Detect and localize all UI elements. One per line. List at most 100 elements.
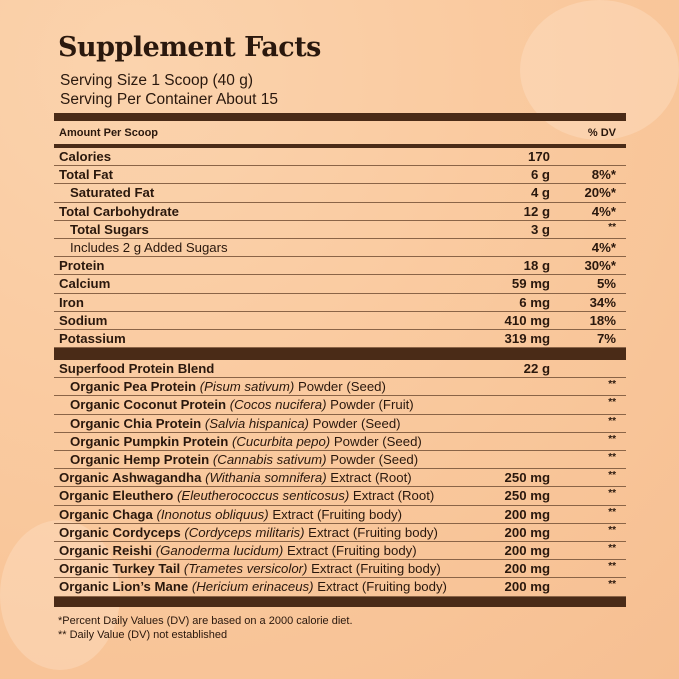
ingredient-form: Extract (Fruiting body) <box>286 543 417 558</box>
ingredient-name: Organic Hemp Protein <box>70 452 210 467</box>
daily-value: ** <box>608 524 616 536</box>
daily-value: ** <box>608 543 616 554</box>
table-row: Includes 2 g Added Sugars 4%* <box>54 239 626 258</box>
latin-name: (Salvia hispanica) <box>204 415 309 431</box>
table-row: Organic Coconut Protein (Cocos nucifera)… <box>54 396 626 415</box>
table-row: Organic Ashwagandha (Withania somnifera)… <box>54 469 626 488</box>
table-row: Total Carbohydrate 12 g 4%* <box>54 203 626 221</box>
ingredient-form: Powder (Seed) <box>333 433 422 449</box>
table-row: Organic Pumpkin Protein (Cucurbita pepo)… <box>54 433 626 451</box>
ingredient-name: Organic Pumpkin Protein <box>70 433 229 449</box>
ingredient-form: Extract (Fruiting body) <box>311 561 441 577</box>
latin-name: (Cannabis sativum) <box>212 452 327 467</box>
row-name: Includes 2 g Added Sugars <box>70 239 228 257</box>
ingredient-name: Organic Lion’s Mane <box>59 579 189 595</box>
latin-name: (Hericium erinaceus) <box>191 579 314 595</box>
table-row: Organic Eleuthero (Eleutherococcus senti… <box>54 487 626 506</box>
daily-value: 4%* <box>591 203 616 219</box>
daily-value: 8%* <box>591 167 616 183</box>
ingredient-form: Powder (Fruit) <box>330 397 414 413</box>
daily-value: ** <box>608 470 616 482</box>
row-name: Total Carbohydrate <box>59 203 179 221</box>
daily-value: 34% <box>589 294 616 310</box>
ingredient-name: Organic Turkey Tail <box>59 561 181 577</box>
latin-name: (Inonotus obliquus) <box>156 506 269 522</box>
amount: 200 mg <box>504 579 550 595</box>
amount: 200 mg <box>504 524 550 540</box>
amount: 3 g <box>530 221 550 237</box>
table-row: Organic Chia Protein (Salvia hispanica) … <box>54 415 626 433</box>
row-name: Organic Cordyceps (Cordyceps militaris) … <box>59 524 438 542</box>
ingredient-name: Calories <box>59 149 112 164</box>
amount: 200 mg <box>504 506 550 522</box>
amount: 250 mg <box>504 470 550 486</box>
amount: 6 mg <box>519 294 550 310</box>
row-name: Sodium <box>59 312 107 330</box>
table-row: Calories 170 <box>54 148 626 167</box>
amount: 22 g <box>523 361 550 376</box>
dv-header: % DV <box>587 127 616 139</box>
amount: 18 g <box>523 258 550 274</box>
daily-value: ** <box>608 415 616 427</box>
table-row: Organic Chaga (Inonotus obliquus) Extrac… <box>54 506 626 524</box>
row-name: Organic Hemp Protein (Cannabis sativum) … <box>70 451 418 469</box>
amount: 410 mg <box>504 312 550 328</box>
ingredient-name: Organic Ashwagandha <box>59 470 202 486</box>
latin-name: (Cucurbita pepo) <box>231 433 331 449</box>
row-name: Organic Coconut Protein (Cocos nucifera)… <box>70 396 414 414</box>
daily-value: ** <box>608 488 616 500</box>
ingredient-name: Organic Pea Protein <box>70 379 197 395</box>
table-row: Organic Turkey Tail (Trametes versicolor… <box>54 560 626 579</box>
table-row: Organic Pea Protein (Pisum sativum) Powd… <box>54 378 626 397</box>
row-name: Total Fat <box>59 166 113 184</box>
ingredient-form: Extract (Fruiting body) <box>308 524 438 540</box>
table-row: Sodium 410 mg 18% <box>54 312 626 330</box>
table-row: Potassium 319 mg 7% <box>54 330 626 349</box>
row-name: Total Sugars <box>70 221 149 239</box>
row-name: Calories <box>59 148 111 166</box>
daily-value: ** <box>608 452 616 463</box>
ingredient-form: Extract (Fruiting body) <box>317 579 447 595</box>
row-name: Superfood Protein Blend <box>59 360 214 378</box>
footnote-not-established: ** Daily Value (DV) not established <box>58 629 228 641</box>
ingredient-form: Powder (Seed) <box>297 379 386 395</box>
latin-name: (Trametes versicolor) <box>183 561 308 577</box>
latin-name: (Eleutherococcus senticosus) <box>177 488 350 504</box>
ingredient-name: Superfood Protein Blend <box>59 361 215 376</box>
ingredient-name: Organic Reishi <box>59 543 153 558</box>
amount: 6 g <box>530 167 550 183</box>
ingredient-name: Organic Chaga <box>59 506 153 522</box>
daily-value: ** <box>608 506 616 518</box>
serving-size: Serving Size 1 Scoop (40 g) <box>60 72 253 89</box>
ingredient-name: Total Fat <box>59 167 113 183</box>
daily-value: 20%* <box>584 185 616 201</box>
amount: 59 mg <box>511 276 550 292</box>
ingredient-form: Extract (Root) <box>352 488 435 504</box>
table-row: Organic Lion’s Mane (Hericium erinaceus)… <box>54 578 626 597</box>
latin-name: (Cordyceps militaris) <box>184 524 305 540</box>
table-header: Amount Per Scoop % DV <box>54 122 626 144</box>
daily-value: 7% <box>596 331 616 346</box>
row-name: Organic Reishi (Ganoderma lucidum) Extra… <box>59 542 417 560</box>
daily-value: ** <box>608 397 616 409</box>
daily-value: ** <box>608 221 616 233</box>
footnote-dv: *Percent Daily Values (DV) are based on … <box>58 615 353 627</box>
ingredient-name: Organic Cordyceps <box>59 524 181 540</box>
row-name: Potassium <box>59 330 126 348</box>
table-row: Organic Reishi (Ganoderma lucidum) Extra… <box>54 542 626 561</box>
ingredient-form: Powder (Seed) <box>312 415 401 431</box>
amount: 200 mg <box>504 543 550 558</box>
ingredient-name: Total Sugars <box>70 221 149 237</box>
row-name: Organic Eleuthero (Eleutherococcus senti… <box>59 487 434 505</box>
table-row: Superfood Protein Blend 22 g <box>54 360 626 379</box>
table-row: Total Sugars 3 g ** <box>54 221 626 239</box>
latin-name: (Withania somnifera) <box>205 470 327 486</box>
ingredient-name: Sodium <box>59 312 108 328</box>
table-row: Organic Hemp Protein (Cannabis sativum) … <box>54 451 626 470</box>
ingredient-name: Protein <box>59 258 105 274</box>
ingredient-name: Includes 2 g Added Sugars <box>70 240 228 255</box>
amount: 170 <box>527 149 550 164</box>
decorative-flower <box>0 520 120 670</box>
latin-name: (Cocos nucifera) <box>229 397 327 413</box>
daily-value: ** <box>608 579 616 591</box>
